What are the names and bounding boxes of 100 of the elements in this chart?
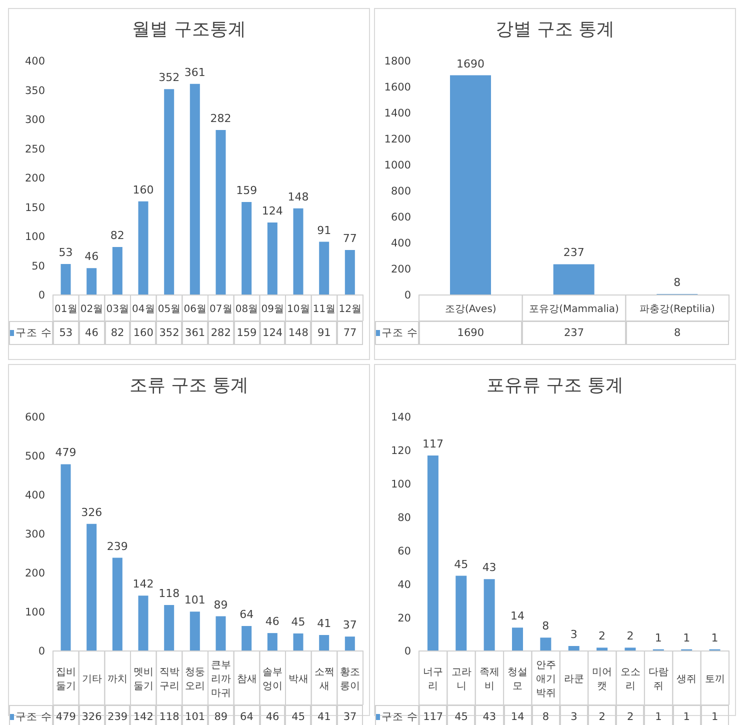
x-tick-label: 05월 xyxy=(158,304,181,315)
data-label: 45 xyxy=(447,705,476,725)
text: 14 xyxy=(510,610,524,623)
data-label: 45 xyxy=(285,705,312,725)
data-label: 64 xyxy=(234,705,260,725)
x-tick-label: 06월 xyxy=(184,304,206,315)
bar xyxy=(112,558,122,651)
text: 352 xyxy=(158,71,180,84)
x-tick-label: 조강(Aves) xyxy=(444,304,496,315)
y-tick-label: 600 xyxy=(24,412,45,424)
bar xyxy=(568,646,580,651)
text: 64 xyxy=(240,608,254,622)
x-tick-label: 09월 xyxy=(261,304,284,315)
x-tick-label: 02월 xyxy=(80,304,104,315)
chart-title: 조류 구조 통계 xyxy=(128,374,250,398)
data-label: 8 xyxy=(626,321,729,345)
y-tick-label: 800 xyxy=(390,186,411,198)
data-label: 326 xyxy=(78,705,105,725)
legend-label: 구조 수 xyxy=(382,710,418,724)
bar xyxy=(86,524,97,651)
text: 326 xyxy=(81,506,102,519)
y-tick-label: 140 xyxy=(390,412,411,424)
bar xyxy=(242,202,252,295)
bar xyxy=(164,89,174,295)
data-label: 282 xyxy=(208,321,234,345)
bar xyxy=(190,84,200,295)
data-label: 14 xyxy=(504,705,532,725)
y-tick-label: 1800 xyxy=(384,56,411,68)
x-tick-label: 08월 xyxy=(235,304,258,315)
x-tick-label: 파충강(Reptilia) xyxy=(640,304,716,315)
bar xyxy=(319,635,330,651)
bar xyxy=(319,242,330,295)
data-label: 142 xyxy=(130,705,156,725)
legend-label: 구조 수 xyxy=(16,710,52,724)
y-tick-label: 200 xyxy=(390,264,411,276)
text: 37 xyxy=(342,618,357,632)
x-tick-label: 박새 xyxy=(288,674,308,685)
text: 124 xyxy=(262,204,283,218)
y-tick-label: 200 xyxy=(24,172,45,185)
data-label: 361 xyxy=(182,321,208,345)
text: 8 xyxy=(674,276,681,289)
y-tick-label: 300 xyxy=(24,114,45,126)
legend-label: 구조 수 xyxy=(16,326,52,340)
y-tick-label: 0 xyxy=(38,290,45,302)
data-label: 46 xyxy=(260,705,286,725)
bar xyxy=(456,576,467,651)
data-label: 46 xyxy=(78,321,105,345)
x-tick-label: 01월 xyxy=(54,304,78,315)
y-tick-label: 60 xyxy=(398,545,411,558)
data-label: 3 xyxy=(560,705,588,725)
data-label: 8 xyxy=(532,705,560,725)
bar xyxy=(450,75,491,295)
bar xyxy=(344,250,355,295)
chart-title: 포유류 구조 통계 xyxy=(485,374,625,398)
data-label: 1 xyxy=(700,705,729,725)
x-tick-label: 청설모 xyxy=(508,667,528,692)
data-label: 1 xyxy=(644,705,673,725)
bar xyxy=(484,579,495,651)
y-tick-label: 500 xyxy=(24,450,45,463)
data-label: 101 xyxy=(182,705,208,725)
y-tick-label: 80 xyxy=(398,512,411,524)
y-tick-label: 1200 xyxy=(384,134,411,146)
text: 237 xyxy=(563,246,584,260)
x-tick-label: 포유강(Mammalia) xyxy=(529,304,620,315)
x-tick-label: 다람쥐 xyxy=(648,667,669,692)
data-label: 89 xyxy=(208,705,234,725)
text: 77 xyxy=(342,232,357,245)
data-label: 2 xyxy=(588,705,616,725)
x-tick-label: 03월 xyxy=(106,304,129,315)
x-tick-label: 족제비 xyxy=(479,667,500,692)
text: 159 xyxy=(236,184,258,197)
data-label: 352 xyxy=(156,321,182,345)
bar xyxy=(164,604,174,651)
y-tick-label: 400 xyxy=(24,490,45,502)
x-tick-label: 집비둘기 xyxy=(56,667,76,692)
bar xyxy=(267,633,278,651)
y-tick-label: 50 xyxy=(32,260,45,272)
bar xyxy=(60,464,71,651)
text: 1690 xyxy=(456,57,484,70)
text: 45 xyxy=(454,558,468,571)
text: 53 xyxy=(58,246,73,259)
bar xyxy=(512,628,523,651)
data-label: 1690 xyxy=(419,321,522,345)
x-tick-label: 소쩍새 xyxy=(314,667,334,692)
bar xyxy=(190,612,200,651)
bar xyxy=(242,626,252,651)
data-label: 118 xyxy=(156,705,182,725)
text: 361 xyxy=(184,66,206,79)
bar xyxy=(553,264,594,295)
x-tick-label: 솔부엉이 xyxy=(262,667,283,692)
x-tick-label: 황조롱이 xyxy=(340,667,360,692)
data-label: 82 xyxy=(104,321,130,345)
text: 46 xyxy=(84,250,99,264)
text: 282 xyxy=(210,112,232,126)
y-tick-label: 400 xyxy=(390,238,411,250)
bar xyxy=(540,638,552,651)
text: 3 xyxy=(570,628,578,641)
bar xyxy=(427,455,438,651)
x-tick-label: 12월 xyxy=(338,304,362,315)
bar xyxy=(60,264,71,295)
